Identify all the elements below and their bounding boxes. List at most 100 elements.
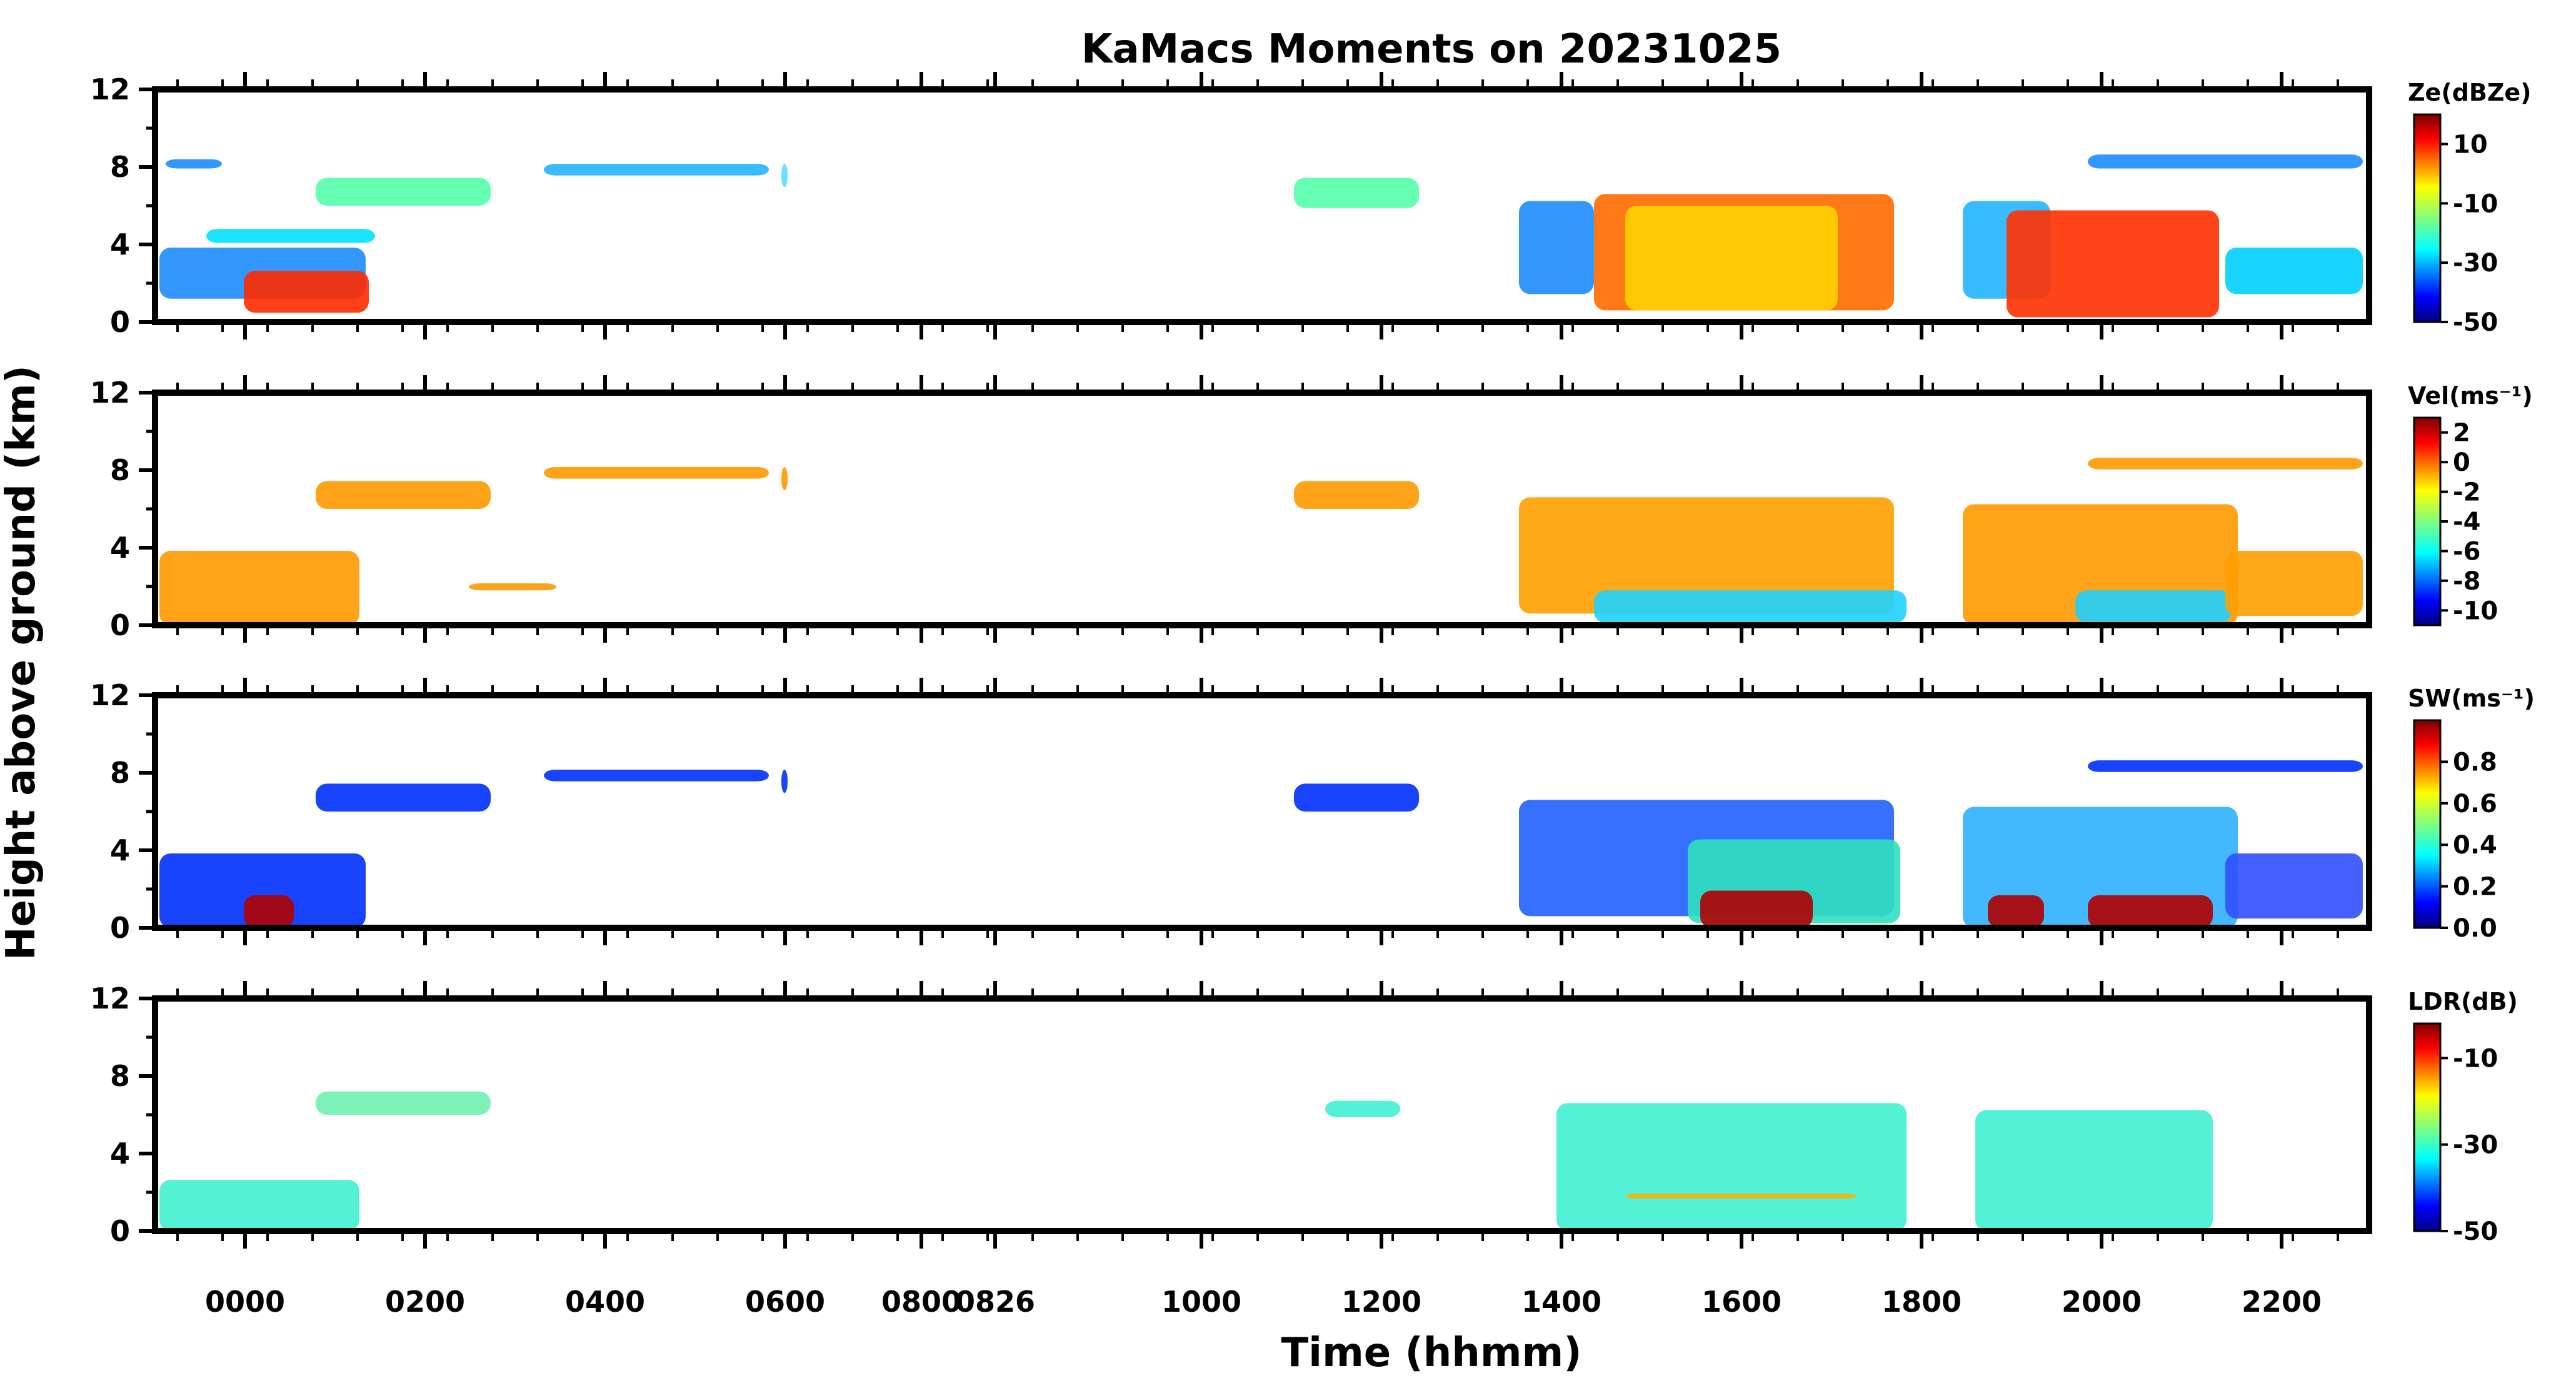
echo-field [159, 154, 2363, 318]
y-tick-label: 8 [110, 150, 130, 184]
y-tick-label: 0 [110, 305, 130, 339]
colorbar-tick-label: -10 [2453, 596, 2498, 625]
colorbar-title: SW(ms⁻¹) [2408, 685, 2535, 712]
echo-region [316, 1091, 491, 1115]
echo-region [544, 770, 769, 782]
echo-region [316, 178, 491, 206]
colorbar-tick-label: -30 [2453, 1131, 2498, 1160]
echo-region [2088, 154, 2363, 169]
colorbar-tick-label: -30 [2453, 249, 2498, 278]
colorbar-title: LDR(dB) [2408, 988, 2518, 1015]
echo-region [244, 271, 369, 313]
colorbar: 10 -10 -30 -50 Ze(dBZe) [2408, 79, 2532, 337]
y-tick-label: 4 [110, 833, 130, 867]
figure-title: KaMacs Moments on 20231025 [1081, 26, 1782, 73]
echo-region [544, 467, 769, 479]
y-tick-label: 0 [110, 911, 130, 945]
x-tick-label: 1000 [1161, 1285, 1241, 1319]
y-tick-label: 12 [90, 678, 130, 712]
echo-region [2225, 550, 2363, 616]
echo-region [1519, 201, 1594, 294]
echo-region [316, 481, 491, 509]
echo-region [781, 164, 788, 188]
colorbar-tick-label: -6 [2453, 537, 2480, 566]
y-axis-label: Height above ground (km) [0, 365, 44, 960]
echo-region [316, 783, 491, 812]
x-tick-label: 2000 [2062, 1285, 2142, 1319]
echo-region [2225, 247, 2363, 294]
panels: 0481210-10-30-50Ze(dBZe)0481220-2-4-6-8-… [90, 72, 2535, 1249]
colorbar-tick-label: -2 [2453, 478, 2480, 507]
y-tick-label: 12 [90, 376, 130, 410]
echo-region [166, 159, 222, 169]
echo-region [206, 229, 375, 243]
x-tick-label: 0826 [955, 1285, 1035, 1319]
colorbar-title: Ze(dBZe) [2408, 79, 2532, 106]
colorbar-gradient [2413, 113, 2442, 323]
x-tick-label: 1400 [1521, 1285, 1601, 1319]
echo-region [1325, 1100, 1400, 1117]
y-tick-label: 12 [90, 982, 130, 1015]
colorbar-tick-label: -4 [2453, 508, 2480, 536]
panel-1: 0 4 8 12 10 -10 -30 -50 Ze(dBZe) [90, 72, 2532, 339]
echo-region [244, 895, 294, 928]
y-tick-label: 8 [110, 756, 130, 790]
x-tick-label: 1600 [1701, 1285, 1782, 1319]
colorbar-tick-label: 0 [2453, 448, 2470, 477]
echo-region [1988, 895, 2044, 928]
echo-region [159, 853, 366, 928]
echo-region [1294, 783, 1419, 812]
x-tick-label: 0800 [881, 1285, 961, 1319]
echo-region [1625, 1194, 1857, 1199]
colorbar-tick-label: 0.0 [2453, 914, 2497, 943]
colorbar-tick-label: 10 [2453, 130, 2488, 159]
y-tick-label: 8 [110, 1059, 130, 1093]
colorbar-tick-label: 0.4 [2453, 831, 2497, 860]
colorbar-tick-label: 2 [2453, 419, 2470, 448]
y-tick-label: 0 [110, 608, 130, 642]
echo-region [469, 583, 556, 591]
colorbar-tick-label: 0.2 [2453, 873, 2497, 902]
echo-region [2088, 895, 2213, 928]
echo-region [781, 770, 788, 793]
echo-region [544, 164, 769, 176]
echo-region [1975, 1110, 2213, 1231]
colorbar-tick-label: -8 [2453, 567, 2480, 596]
y-tick-label: 4 [110, 1137, 130, 1170]
echo-field [159, 1091, 2213, 1231]
colorbar-tick-label: 0.8 [2453, 748, 2497, 777]
echo-field [159, 458, 2363, 625]
y-tick-label: 4 [110, 228, 130, 261]
colorbar-title: Vel(ms⁻¹) [2408, 382, 2533, 410]
panel-3: 0 4 8 12 0.8 0.6 0.4 0.2 0.0 SW(ms⁻¹) [90, 678, 2535, 945]
colorbar: 0.8 0.6 0.4 0.2 0.0 SW(ms⁻¹) [2408, 685, 2535, 943]
echo-region [2088, 760, 2363, 772]
echo-region [2007, 210, 2219, 318]
colorbar-gradient [2413, 1022, 2442, 1232]
x-tick-label: 0600 [745, 1285, 825, 1319]
x-tick-label: 2200 [2242, 1285, 2322, 1319]
colorbar-gradient [2413, 416, 2442, 626]
echo-region [1625, 206, 1838, 311]
colorbar-gradient [2413, 719, 2442, 929]
x-tick-label: 0400 [565, 1285, 645, 1319]
echo-region [1594, 590, 1907, 623]
colorbar-tick-label: 0.6 [2453, 790, 2497, 818]
echo-field [159, 760, 2363, 928]
echo-region [1294, 481, 1419, 509]
echo-region [159, 550, 359, 625]
x-tick-label: 0000 [205, 1285, 285, 1319]
colorbar: 20-2-4-6-8-10 Vel(ms⁻¹) [2408, 382, 2533, 626]
colorbar-tick-label: -50 [2453, 1217, 2498, 1246]
echo-region [2225, 853, 2363, 919]
echo-region [1556, 1103, 1907, 1231]
colorbar: -10 -30 -50 LDR(dB) [2408, 988, 2518, 1246]
x-tick-label: 1200 [1341, 1285, 1421, 1319]
colorbar-tick-label: -50 [2453, 308, 2498, 337]
colorbar-tick-label: -10 [2453, 189, 2498, 218]
echo-region [781, 467, 788, 491]
y-tick-label: 8 [110, 453, 130, 487]
echo-region [2088, 458, 2363, 470]
